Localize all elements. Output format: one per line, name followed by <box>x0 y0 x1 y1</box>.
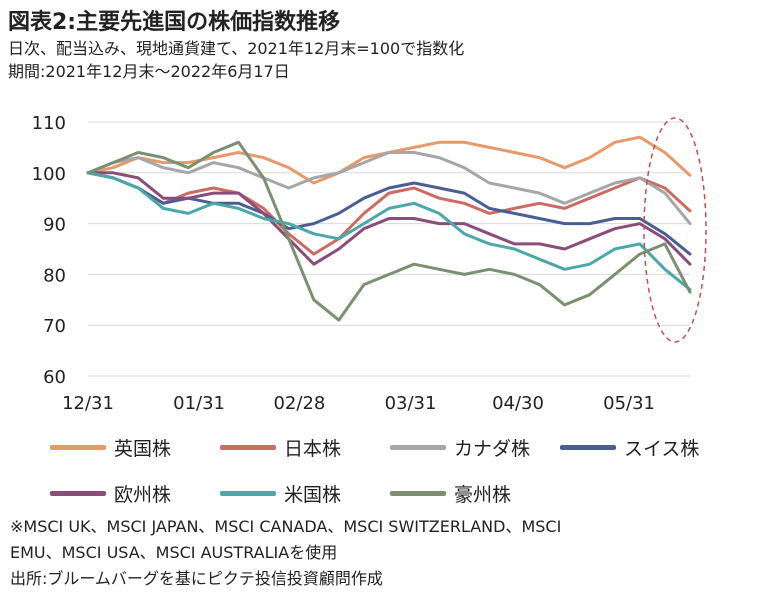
source-notes: ※MSCI UK、MSCI JAPAN、MSCI CANADA、MSCI SWI… <box>10 514 750 592</box>
gridlines <box>88 121 690 377</box>
legend-swatch <box>560 444 616 450</box>
legend-swatch <box>390 490 446 496</box>
x-tick-label: 01/31 <box>173 393 225 414</box>
legend-item: 豪州株 <box>390 480 560 507</box>
legend-item: 米国株 <box>220 480 390 507</box>
y-tick-label: 90 <box>43 215 66 236</box>
legend-swatch <box>220 490 276 496</box>
series-line-0 <box>86 135 692 185</box>
legend-label: カナダ株 <box>454 437 531 460</box>
legend-swatch <box>50 444 106 450</box>
legend-label: 米国株 <box>284 483 342 506</box>
y-tick-label: 110 <box>32 113 66 134</box>
series-line-2 <box>86 151 692 226</box>
y-tick-label: 70 <box>43 316 66 337</box>
source-line: 出所:ブルームバーグを基にピクテ投信投資顧問作成 <box>10 569 383 588</box>
legend-item: カナダ株 <box>390 434 560 461</box>
series-line-1 <box>86 171 692 256</box>
chart-title: 図表2:主要先進国の株価指数推移 <box>8 10 341 35</box>
legend-label: 欧州株 <box>114 483 172 506</box>
legend-item: 欧州株 <box>50 480 220 507</box>
series-line-5 <box>86 171 692 292</box>
line-chart: 60 70 80 90 100 110 12/31 01/31 02/28 03/31 04/30… <box>32 113 707 414</box>
legend-item: 英国株 <box>50 434 220 461</box>
legend-swatch <box>50 490 106 496</box>
series-line-3 <box>86 171 692 256</box>
x-tick-label: 03/31 <box>385 393 437 414</box>
x-tick-label: 12/31 <box>62 393 114 414</box>
y-tick-label: 60 <box>43 367 66 388</box>
x-tick-label: 05/31 <box>603 393 655 414</box>
series-line-6 <box>86 140 692 322</box>
chart-subtitle: 日次、配当込み、現地通貨建て、2021年12月末=100で指数化 期間:2021… <box>8 37 464 83</box>
legend-swatch <box>390 444 446 450</box>
x-tick-label: 04/30 <box>492 393 544 414</box>
x-tick-label: 02/28 <box>273 393 325 414</box>
series-line-4 <box>86 171 692 266</box>
note-line-1: ※MSCI UK、MSCI JAPAN、MSCI CANADA、MSCI SWI… <box>10 517 562 536</box>
legend-item: スイス株 <box>560 434 730 461</box>
legend-item: 日本株 <box>220 434 390 461</box>
highlight-ellipse <box>643 117 707 343</box>
subtitle-line-1: 日次、配当込み、現地通貨建て、2021年12月末=100で指数化 <box>8 39 465 58</box>
legend-label: 豪州株 <box>454 483 512 506</box>
chart-legend: 英国株 日本株 カナダ株 スイス株 欧州株 米国株 豪州株 <box>50 424 730 516</box>
subtitle-line-2: 期間:2021年12月末〜2022年6月17日 <box>8 62 290 81</box>
legend-row-2: 欧州株 米国株 豪州株 <box>50 470 730 516</box>
note-line-2: EMU、MSCI USA、MSCI AUSTRALIAを使用 <box>10 543 338 562</box>
legend-row-1: 英国株 日本株 カナダ株 スイス株 <box>50 424 730 470</box>
legend-label: 英国株 <box>114 437 172 460</box>
series-lines <box>86 135 692 322</box>
y-tick-label: 100 <box>32 164 66 185</box>
x-axis-ticks: 12/31 01/31 02/28 03/31 04/30 05/31 <box>62 393 655 414</box>
legend-label: スイス株 <box>624 437 700 460</box>
legend-label: 日本株 <box>284 437 342 460</box>
legend-swatch <box>220 444 276 450</box>
y-tick-label: 80 <box>43 265 66 286</box>
y-axis-ticks: 60 70 80 90 100 110 <box>32 113 66 388</box>
